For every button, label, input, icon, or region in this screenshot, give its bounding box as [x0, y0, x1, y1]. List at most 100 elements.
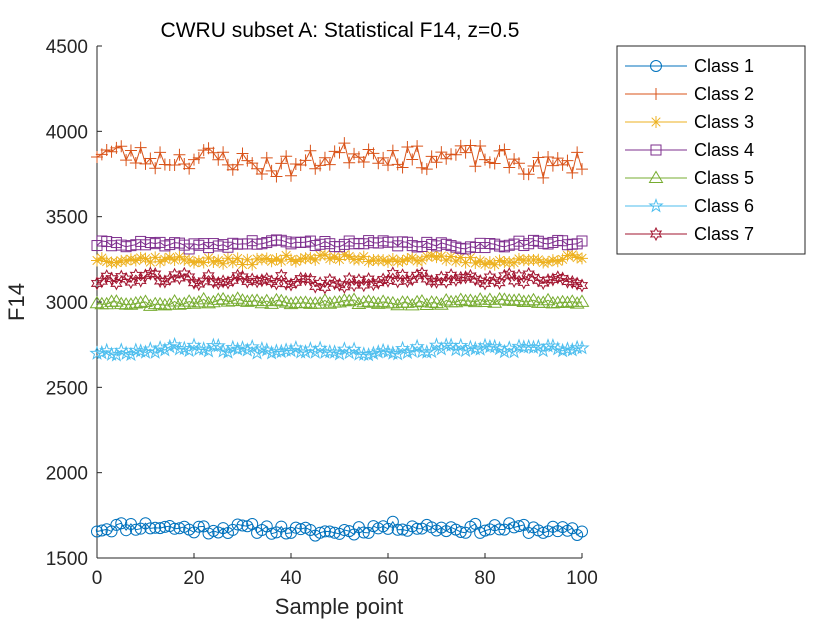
data-point [89, 345, 105, 360]
data-point [95, 524, 108, 537]
data-point [91, 525, 103, 538]
data-point [493, 144, 506, 157]
data-point [221, 275, 235, 290]
data-point [207, 255, 220, 268]
data-point [128, 342, 144, 357]
series-class-6 [89, 336, 590, 362]
data-point [304, 272, 317, 287]
data-point [100, 144, 113, 157]
legend-marker [649, 226, 663, 242]
data-point [197, 273, 210, 289]
y-axis-label: F14 [4, 283, 29, 321]
data-point [546, 254, 559, 267]
data-point [210, 292, 226, 305]
data-point [576, 235, 588, 247]
legend-marker [648, 197, 664, 213]
data-point [226, 256, 239, 269]
data-point [322, 343, 338, 359]
data-point [574, 294, 590, 307]
data-point [162, 338, 178, 354]
data-point [336, 292, 352, 306]
data-point [467, 340, 483, 356]
data-point [493, 254, 506, 267]
data-point [99, 296, 115, 310]
data-point [149, 162, 162, 175]
data-point [493, 523, 506, 536]
data-point [464, 139, 477, 152]
data-point [235, 293, 250, 306]
data-point [425, 150, 438, 163]
data-point [488, 157, 501, 170]
data-point [215, 343, 231, 358]
data-point [474, 140, 487, 153]
data-point [464, 251, 477, 264]
y-tick-label: 3500 [46, 208, 88, 229]
data-point [361, 294, 376, 307]
data-point [537, 275, 550, 291]
data-point [129, 254, 142, 267]
legend-item: Class 2 [625, 84, 754, 104]
data-point [115, 140, 128, 153]
legend-item: Class 5 [625, 168, 754, 188]
data-point [424, 343, 440, 359]
data-point [449, 255, 462, 268]
data-point [435, 249, 448, 262]
data-point [411, 140, 424, 153]
data-point [157, 297, 173, 311]
data-point [318, 151, 331, 164]
data-point [186, 296, 202, 309]
data-point [362, 255, 375, 268]
data-point [196, 341, 212, 356]
data-point [158, 274, 172, 289]
series-class-7 [90, 266, 589, 295]
data-point [493, 275, 506, 290]
data-point [318, 525, 331, 538]
data-point [537, 171, 550, 184]
data-point [255, 253, 268, 266]
data-point [178, 158, 191, 171]
data-point [462, 339, 479, 355]
series-line [96, 520, 583, 537]
data-point [103, 346, 120, 361]
data-point [390, 297, 406, 311]
data-point [134, 251, 147, 264]
data-point [123, 297, 139, 310]
data-point [105, 271, 118, 286]
data-point [576, 163, 588, 176]
data-point [212, 254, 225, 267]
data-point [457, 342, 474, 358]
data-point [280, 150, 293, 163]
legend-item: Class 3 [625, 112, 754, 132]
data-point [343, 271, 356, 287]
data-point [377, 254, 390, 267]
data-point [322, 296, 338, 309]
data-point [265, 164, 278, 177]
data-point [561, 249, 574, 262]
data-point [420, 163, 433, 176]
data-point [149, 266, 162, 282]
data-point [309, 279, 322, 294]
data-point [445, 250, 458, 263]
data-point [537, 526, 550, 539]
data-point [382, 255, 394, 268]
data-point [149, 251, 162, 264]
data-point [285, 169, 297, 182]
data-point [183, 162, 196, 175]
data-point [328, 250, 341, 263]
data-point [472, 341, 488, 356]
data-point [289, 521, 302, 534]
data-point [478, 276, 492, 291]
data-point [576, 525, 588, 538]
data-point [202, 268, 215, 283]
data-point [264, 296, 279, 309]
data-point [294, 253, 307, 266]
data-point [191, 341, 207, 356]
legend-item: Class 7 [625, 224, 754, 244]
data-point [575, 278, 589, 293]
data-point [401, 252, 414, 265]
data-point [503, 256, 516, 269]
data-point [365, 345, 382, 361]
data-point [366, 295, 381, 308]
x-axis: 0 20 40 60 80 100 [92, 553, 598, 589]
data-point [333, 146, 346, 159]
